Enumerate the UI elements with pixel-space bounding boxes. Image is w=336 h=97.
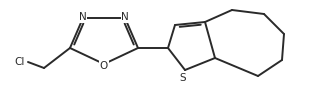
Text: N: N <box>121 12 129 22</box>
Text: S: S <box>180 73 186 83</box>
Text: Cl: Cl <box>14 57 25 67</box>
Text: O: O <box>100 61 108 71</box>
Text: N: N <box>79 12 87 22</box>
